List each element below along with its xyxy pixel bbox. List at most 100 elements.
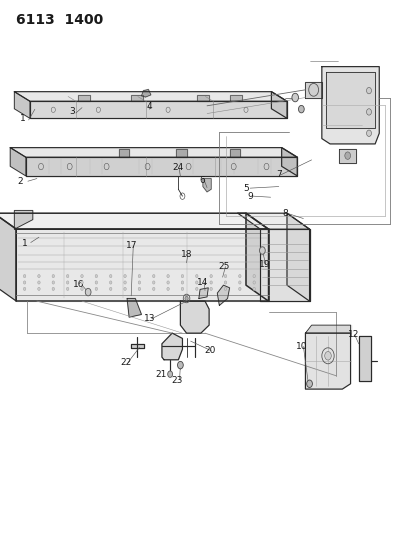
Circle shape [195, 287, 198, 290]
Polygon shape [271, 92, 286, 118]
Polygon shape [305, 333, 350, 389]
Polygon shape [10, 148, 26, 176]
Polygon shape [198, 288, 208, 298]
Text: 2: 2 [18, 177, 23, 185]
Polygon shape [196, 95, 209, 101]
Text: 25: 25 [218, 262, 229, 271]
Text: 21: 21 [155, 370, 166, 378]
Text: 10: 10 [296, 342, 307, 351]
Circle shape [95, 287, 97, 290]
Text: 9: 9 [247, 192, 252, 200]
Polygon shape [245, 213, 268, 301]
Circle shape [38, 281, 40, 284]
Circle shape [52, 274, 54, 278]
Circle shape [209, 287, 212, 290]
Polygon shape [305, 325, 350, 333]
Text: 5: 5 [243, 184, 248, 193]
Polygon shape [131, 95, 143, 101]
Circle shape [291, 93, 298, 102]
Text: 24: 24 [172, 164, 184, 172]
Polygon shape [286, 213, 309, 301]
Polygon shape [10, 148, 297, 157]
Circle shape [85, 288, 91, 296]
Polygon shape [260, 229, 309, 301]
Circle shape [52, 281, 54, 284]
Circle shape [366, 109, 371, 115]
Circle shape [109, 281, 112, 284]
Text: 1: 1 [22, 239, 27, 248]
Circle shape [306, 380, 312, 387]
Circle shape [81, 281, 83, 284]
Polygon shape [162, 333, 182, 360]
Circle shape [38, 287, 40, 290]
Text: 16: 16 [73, 280, 85, 288]
Circle shape [238, 281, 240, 284]
Circle shape [366, 87, 371, 94]
Circle shape [81, 287, 83, 290]
Text: 4: 4 [146, 102, 152, 111]
Circle shape [195, 274, 198, 278]
Circle shape [109, 287, 112, 290]
Polygon shape [0, 213, 268, 229]
Polygon shape [30, 101, 286, 118]
Circle shape [38, 274, 40, 278]
Polygon shape [26, 157, 297, 176]
Circle shape [152, 287, 155, 290]
Polygon shape [78, 95, 90, 101]
Circle shape [166, 274, 169, 278]
Circle shape [238, 274, 240, 278]
Circle shape [124, 287, 126, 290]
Circle shape [23, 281, 26, 284]
Polygon shape [131, 344, 143, 348]
Polygon shape [338, 149, 355, 163]
Circle shape [138, 287, 140, 290]
Text: 8: 8 [281, 209, 287, 217]
Circle shape [177, 361, 183, 369]
Circle shape [124, 274, 126, 278]
Text: 18: 18 [180, 250, 192, 259]
Text: 19: 19 [258, 260, 270, 269]
Circle shape [184, 296, 188, 301]
Circle shape [138, 274, 140, 278]
Polygon shape [358, 336, 370, 381]
Circle shape [224, 274, 226, 278]
Circle shape [66, 281, 69, 284]
Text: 7: 7 [275, 170, 281, 179]
Polygon shape [229, 149, 239, 157]
Circle shape [109, 274, 112, 278]
Circle shape [252, 281, 255, 284]
Circle shape [259, 247, 265, 254]
Polygon shape [180, 301, 209, 333]
Polygon shape [325, 72, 374, 128]
Text: 23: 23 [171, 376, 183, 384]
Circle shape [238, 287, 240, 290]
Text: 22: 22 [120, 358, 132, 367]
Text: 20: 20 [204, 346, 215, 355]
Circle shape [23, 287, 26, 290]
Circle shape [66, 287, 69, 290]
Circle shape [181, 274, 183, 278]
Polygon shape [281, 148, 297, 176]
Circle shape [52, 287, 54, 290]
Circle shape [224, 281, 226, 284]
Circle shape [181, 287, 183, 290]
Text: 1: 1 [20, 114, 25, 123]
Circle shape [95, 281, 97, 284]
Circle shape [138, 281, 140, 284]
Circle shape [366, 130, 371, 136]
Circle shape [124, 281, 126, 284]
Polygon shape [217, 285, 229, 305]
Polygon shape [237, 213, 309, 229]
Polygon shape [14, 92, 286, 101]
Text: 6113  1400: 6113 1400 [16, 13, 103, 27]
Circle shape [252, 287, 255, 290]
Text: 14: 14 [197, 278, 208, 287]
Circle shape [95, 274, 97, 278]
Text: 6: 6 [199, 176, 204, 184]
Circle shape [324, 352, 330, 360]
Text: 13: 13 [144, 314, 155, 323]
Polygon shape [229, 95, 241, 101]
Polygon shape [176, 149, 186, 157]
Polygon shape [202, 179, 211, 192]
Polygon shape [141, 90, 151, 97]
